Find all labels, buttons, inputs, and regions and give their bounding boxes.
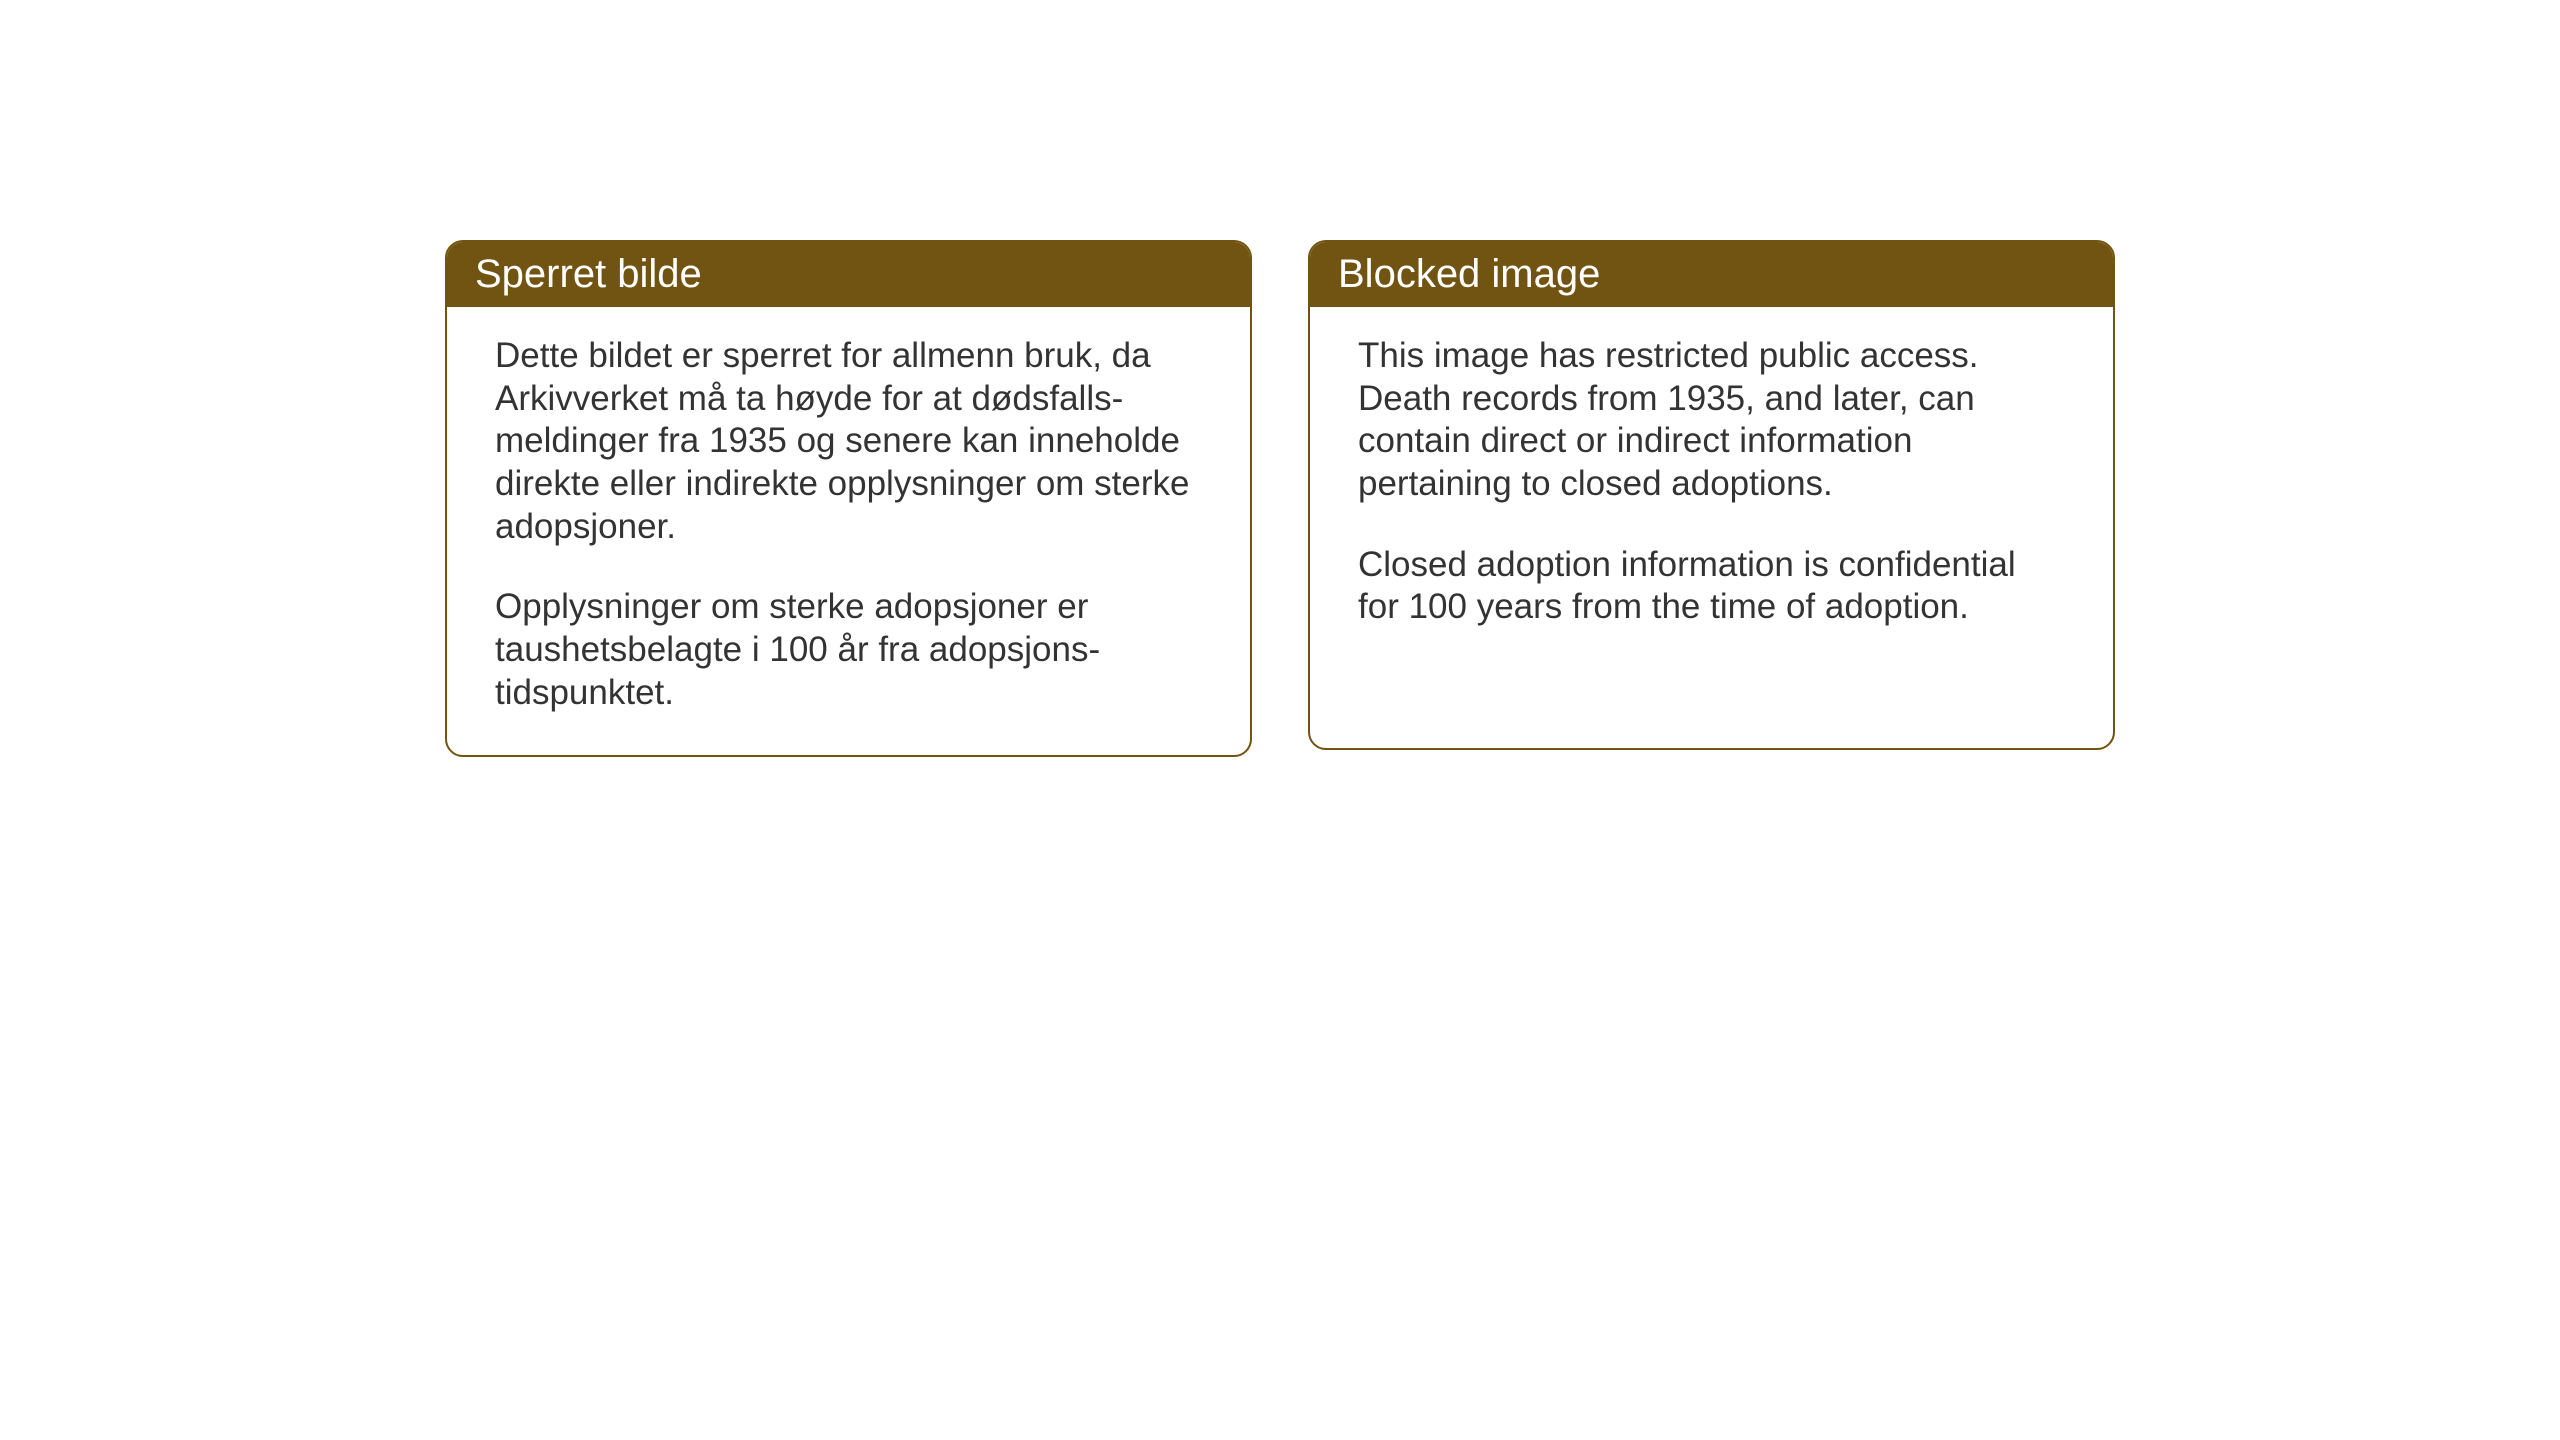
cards-container: Sperret bilde Dette bildet er sperret fo… xyxy=(445,240,2115,757)
card-norwegian-paragraph-1: Dette bildet er sperret for allmenn bruk… xyxy=(495,335,1202,548)
card-english-body: This image has restricted public access.… xyxy=(1310,307,2113,669)
card-norwegian-header: Sperret bilde xyxy=(447,242,1250,307)
card-english-paragraph-2: Closed adoption information is confident… xyxy=(1358,544,2065,629)
card-norwegian: Sperret bilde Dette bildet er sperret fo… xyxy=(445,240,1252,757)
card-norwegian-paragraph-2: Opplysninger om sterke adopsjoner er tau… xyxy=(495,586,1202,714)
card-english: Blocked image This image has restricted … xyxy=(1308,240,2115,750)
card-english-paragraph-1: This image has restricted public access.… xyxy=(1358,335,2065,506)
card-norwegian-body: Dette bildet er sperret for allmenn bruk… xyxy=(447,307,1250,755)
card-english-header: Blocked image xyxy=(1310,242,2113,307)
